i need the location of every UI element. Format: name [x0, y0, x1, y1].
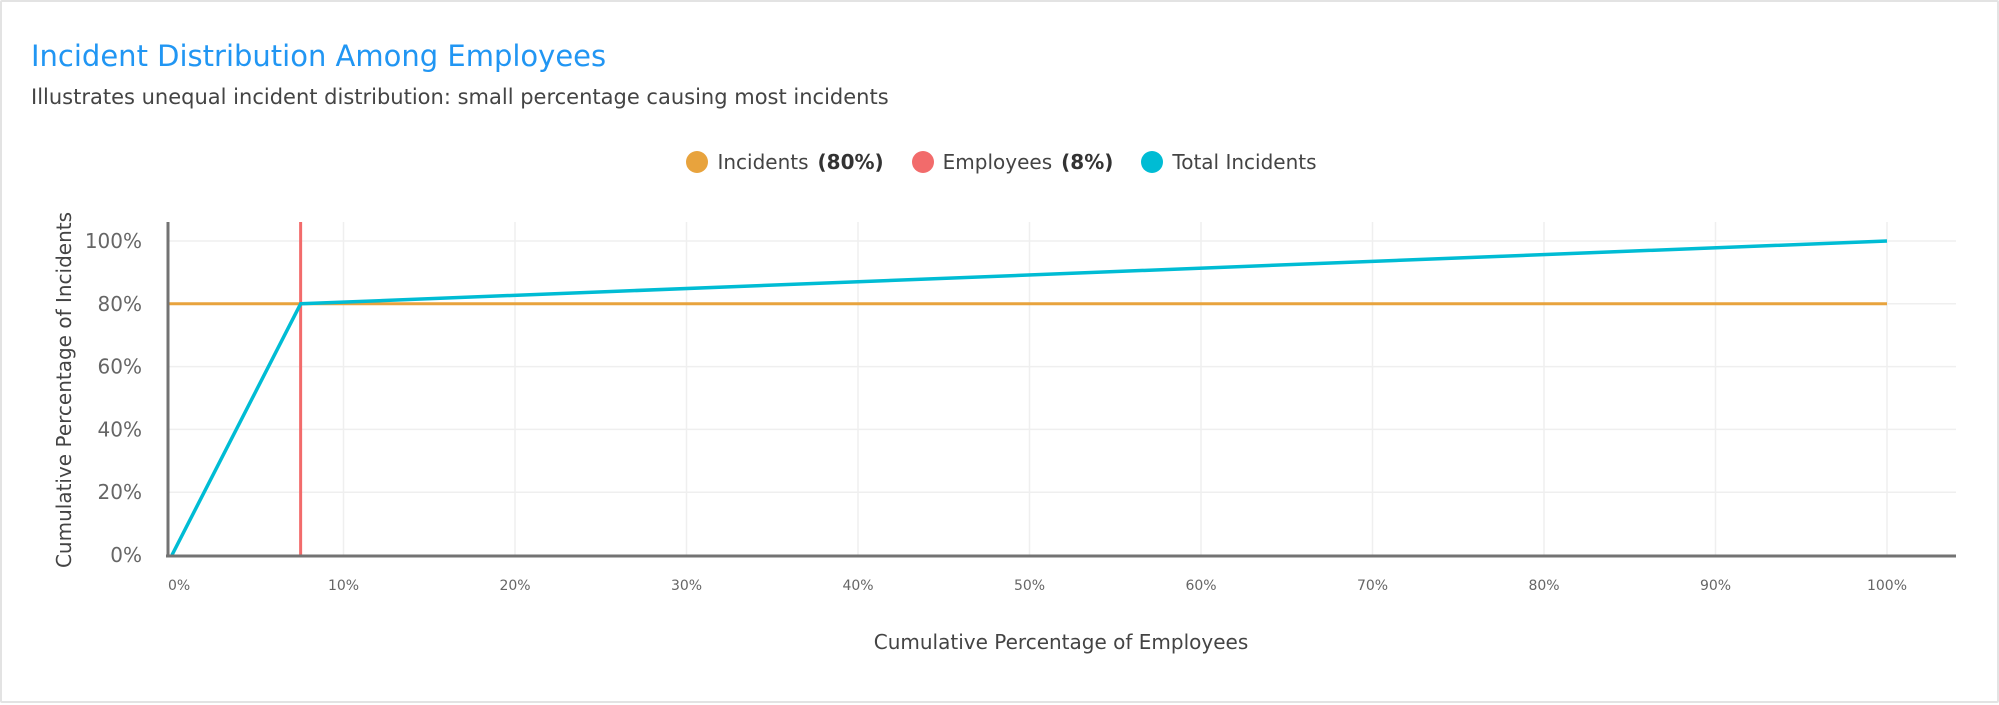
x-tick-label: 60% — [1185, 578, 1216, 594]
legend-dot-employees — [911, 151, 934, 173]
legend-value: (80%) — [817, 150, 884, 174]
y-tick-label: 100% — [85, 229, 142, 253]
x-axis-title: Cumulative Percentage of Employees — [873, 630, 1249, 654]
series-line-total-incidents — [170, 239, 1888, 556]
x-tick-label: 90% — [1700, 578, 1731, 594]
x-tick-label: 70% — [1357, 578, 1388, 594]
legend-label: Total Incidents — [1172, 150, 1317, 174]
x-tick-label: 30% — [671, 578, 702, 594]
y-tick-label: 80% — [98, 292, 142, 316]
chart-subtitle: Illustrates unequal incident distributio… — [31, 85, 889, 109]
x-tick-label: 0% — [168, 578, 190, 594]
y-tick-label: 60% — [98, 355, 142, 379]
y-tick-label: 20% — [98, 480, 142, 504]
legend-item-employees[interactable]: Employees (8%) — [911, 150, 1114, 174]
x-tick-label: 50% — [1014, 578, 1045, 594]
legend-value: (8%) — [1061, 150, 1114, 174]
x-tick-label: 40% — [842, 578, 873, 594]
legend-dot-incidents — [686, 151, 709, 173]
legend-label: Employees — [942, 150, 1053, 174]
x-tick-label: 10% — [328, 578, 359, 594]
legend: Incidents (80%) Employees (8%) Total Inc… — [2, 150, 1999, 174]
y-tick-label: 0% — [110, 543, 142, 567]
legend-item-total-incidents[interactable]: Total Incidents — [1141, 150, 1317, 174]
x-tick-label: 80% — [1528, 578, 1559, 594]
chart-title: Incident Distribution Among Employees — [31, 39, 607, 73]
x-tick-label: 20% — [499, 578, 530, 594]
legend-dot-total-incidents — [1141, 151, 1164, 173]
legend-label: Incidents — [717, 150, 809, 174]
x-tick-label: 100% — [1867, 578, 1907, 594]
legend-item-incidents[interactable]: Incidents (80%) — [686, 150, 884, 174]
y-axis-title: Cumulative Percentage of Incidents — [52, 211, 76, 569]
y-tick-label: 40% — [98, 417, 142, 441]
